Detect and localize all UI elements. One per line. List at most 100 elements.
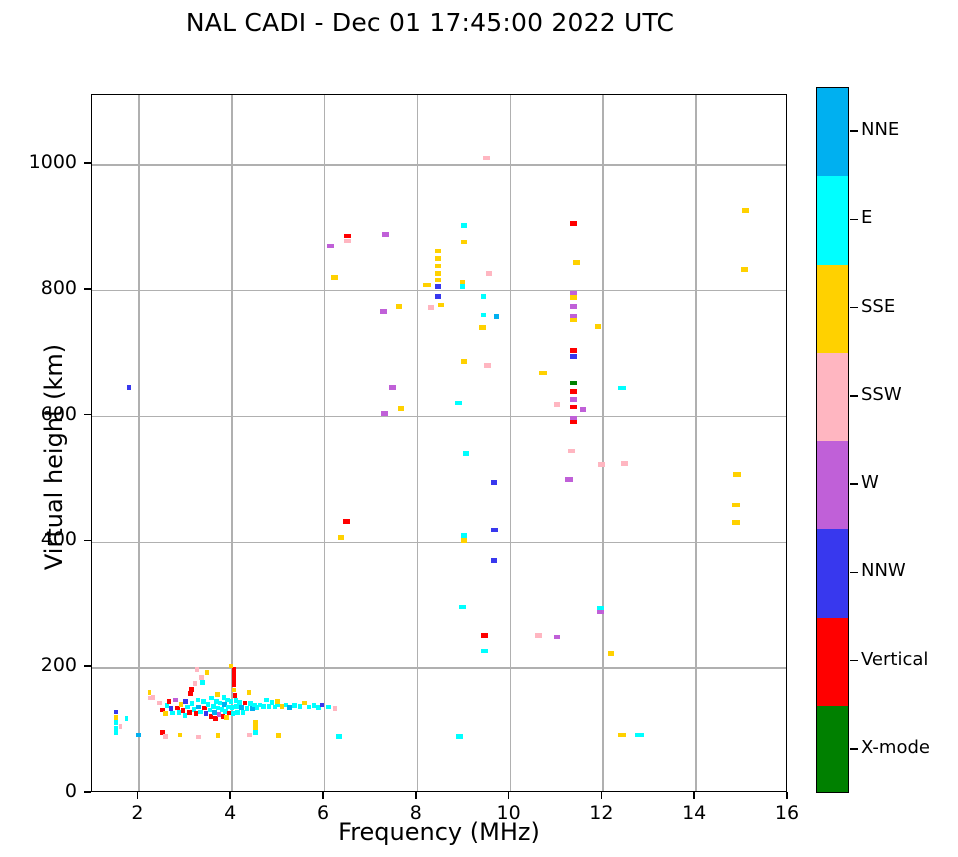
echo-mark	[185, 704, 190, 710]
echo-mark	[198, 709, 203, 715]
colorbar-segment[interactable]	[817, 441, 848, 530]
colorbar-tick	[850, 130, 858, 132]
echo-mark	[732, 502, 740, 508]
echo-mark	[147, 695, 152, 701]
echo-mark	[332, 706, 338, 712]
echo-mark	[573, 259, 580, 265]
colorbar-segment[interactable]	[817, 529, 848, 619]
colorbar[interactable]	[816, 87, 849, 793]
y-axis-tick-label: 800	[40, 276, 77, 299]
echo-mark	[246, 690, 252, 695]
echo-mark	[240, 710, 246, 715]
echo-mark	[292, 703, 297, 708]
echo-mark	[460, 532, 468, 538]
gridline-horizontal	[92, 289, 786, 292]
echo-mark	[126, 385, 132, 390]
colorbar-segment[interactable]	[817, 88, 848, 177]
echo-mark	[570, 389, 577, 395]
gridline-horizontal	[92, 667, 786, 669]
echo-mark	[570, 397, 577, 402]
echo-mark	[570, 303, 577, 309]
echo-mark	[481, 633, 488, 639]
echo-mark	[215, 733, 221, 739]
echo-mark	[279, 703, 285, 709]
echo-mark	[269, 700, 275, 705]
echo-mark	[343, 238, 351, 244]
gridline-vertical	[138, 95, 140, 791]
echo-mark	[212, 710, 217, 715]
echo-mark	[253, 720, 258, 725]
echo-mark	[244, 706, 250, 712]
echo-mark	[460, 239, 468, 245]
echo-mark	[480, 312, 487, 318]
colorbar-label-nnw: NNW	[861, 560, 906, 582]
echo-mark	[113, 709, 119, 715]
x-axis-tick-label: 14	[682, 802, 707, 824]
colorbar-label-vertical: Vertical	[861, 648, 929, 670]
echo-mark	[229, 705, 235, 710]
echo-mark	[253, 730, 258, 735]
echo-mark	[570, 295, 577, 300]
echo-mark	[456, 734, 463, 739]
echo-mark	[733, 472, 741, 478]
echo-mark	[302, 700, 307, 706]
colorbar-segment[interactable]	[817, 264, 848, 354]
echo-mark	[164, 703, 170, 708]
colorbar-tick	[850, 571, 858, 574]
colorbar-segment[interactable]	[817, 176, 848, 266]
colorbar-tick	[850, 483, 858, 485]
echo-mark	[242, 700, 248, 706]
echo-mark	[194, 667, 200, 673]
colorbar-label-ssw: SSW	[861, 383, 902, 405]
colorbar-tick	[850, 306, 858, 309]
echo-mark	[460, 537, 468, 543]
echo-mark	[157, 700, 162, 706]
y-axis-tick	[84, 665, 91, 668]
y-axis-tick-label: 400	[40, 528, 77, 551]
echo-mark	[740, 267, 749, 273]
echo-mark	[337, 535, 344, 541]
echo-mark	[490, 557, 498, 563]
echo-mark	[217, 700, 223, 706]
x-axis-tick	[693, 792, 695, 799]
echo-mark	[570, 317, 577, 323]
echo-mark	[199, 674, 204, 680]
colorbar-segment[interactable]	[817, 352, 848, 442]
gridline-horizontal	[92, 541, 786, 543]
colorbar-segment[interactable]	[817, 617, 848, 707]
echo-mark	[135, 732, 142, 738]
echo-mark	[192, 681, 198, 686]
echo-mark	[621, 461, 629, 466]
echo-mark	[196, 734, 201, 740]
echo-mark	[222, 701, 227, 707]
x-axis-tick	[415, 792, 417, 799]
echo-mark	[479, 325, 486, 331]
echo-mark	[254, 705, 260, 710]
colorbar-label-w: W	[861, 472, 879, 494]
echo-mark	[462, 451, 470, 456]
echo-mark	[343, 518, 350, 524]
echo-mark	[232, 693, 238, 698]
echo-mark	[178, 701, 184, 707]
echo-mark	[568, 448, 576, 454]
echo-mark	[119, 723, 123, 729]
echo-mark	[597, 609, 604, 615]
echo-mark	[570, 404, 577, 410]
echo-mark	[215, 705, 221, 711]
echo-mark	[618, 732, 626, 738]
echo-mark	[381, 410, 388, 416]
echo-mark	[173, 697, 178, 703]
echo-mark	[228, 663, 234, 669]
echo-mark	[160, 707, 165, 713]
plot-area[interactable]	[91, 94, 787, 792]
y-axis-tick	[84, 791, 91, 793]
echo-mark	[253, 725, 258, 730]
echo-mark	[264, 697, 269, 703]
echo-mark	[188, 691, 193, 696]
x-axis-tick-label: 6	[316, 802, 330, 824]
colorbar-segment[interactable]	[817, 705, 848, 792]
echo-mark	[484, 363, 491, 368]
echo-mark	[231, 672, 237, 678]
y-axis-tick	[84, 539, 91, 542]
x-axis-tick-label: 8	[409, 802, 422, 824]
